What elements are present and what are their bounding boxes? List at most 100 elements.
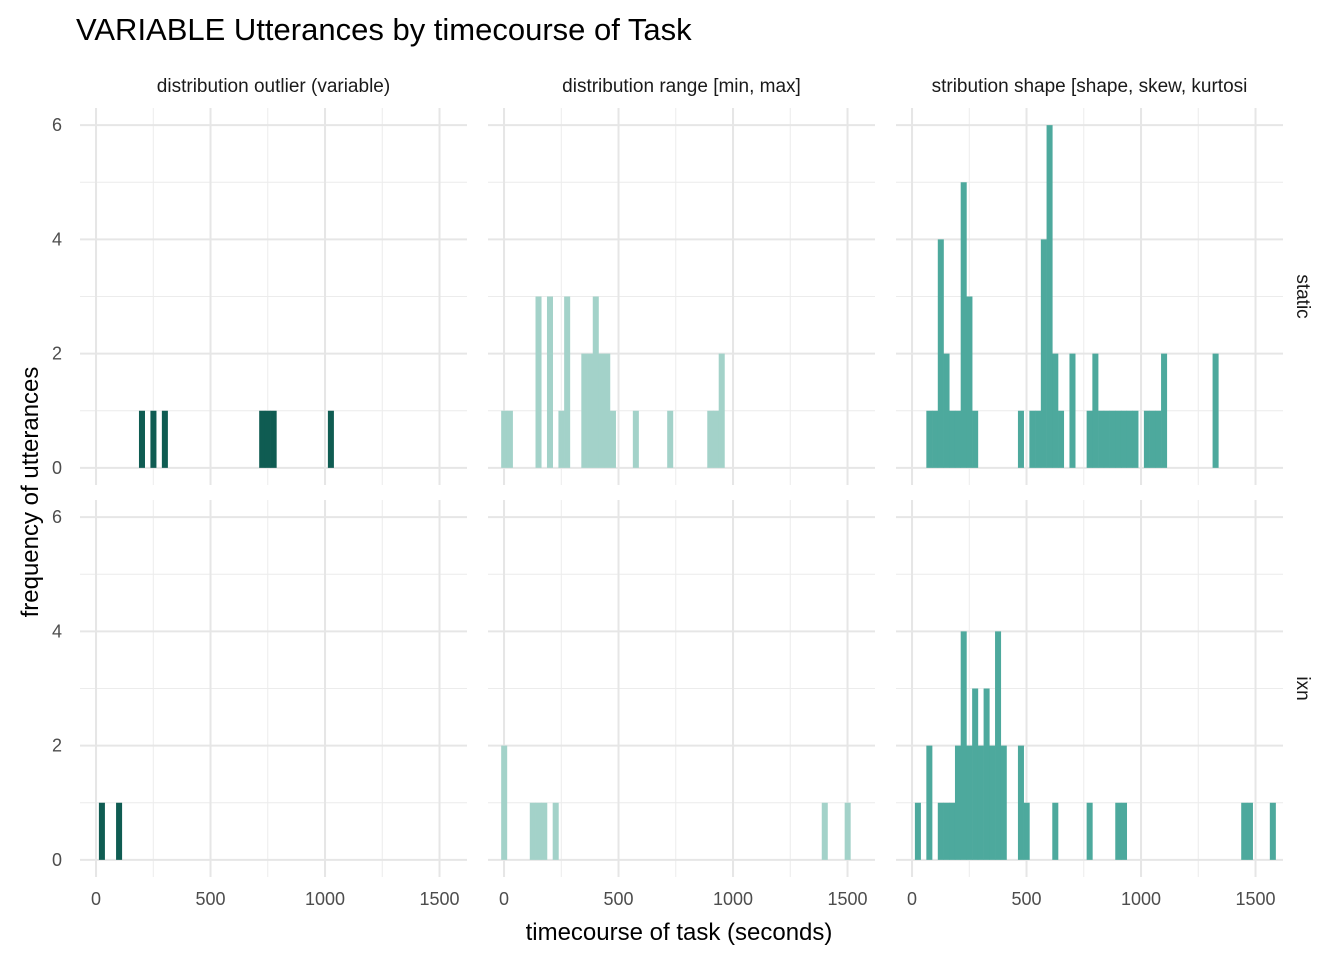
histogram-bar [98, 802, 105, 860]
x-tick-label: 1000 [1121, 889, 1161, 909]
histogram-bar [966, 745, 973, 860]
histogram-bar [960, 631, 967, 860]
histogram-bar [587, 353, 594, 468]
histogram-bar [604, 353, 611, 468]
bars-static-2 [501, 296, 725, 468]
histogram-bar [1269, 802, 1276, 860]
y-tick-label: 0 [52, 458, 62, 478]
histogram-bar [1017, 410, 1024, 468]
histogram-bar [995, 631, 1002, 860]
histogram-bar [972, 688, 979, 860]
histogram-bar [1126, 410, 1133, 468]
histogram-bar [1120, 802, 1128, 860]
histogram-bar [264, 410, 271, 468]
histogram-bar [960, 182, 967, 468]
histogram-bar [1212, 353, 1219, 468]
histogram-bar [501, 745, 508, 860]
histogram-bar [1092, 353, 1099, 468]
histogram-bar [707, 410, 714, 468]
x-tick-label: 1000 [713, 889, 753, 909]
histogram-bar [1143, 410, 1150, 468]
x-tick-label: 500 [196, 889, 226, 909]
histogram-bar [546, 296, 553, 468]
y-tick-label: 4 [52, 621, 62, 641]
histogram-bar [581, 353, 588, 468]
y-tick-label: 2 [52, 736, 62, 756]
histogram-bar [1069, 353, 1076, 468]
histogram-bar [1046, 125, 1053, 468]
histogram-bar [1155, 410, 1162, 468]
histogram-bar [1023, 802, 1030, 860]
histogram-bar [1103, 410, 1110, 468]
x-tick-label: 500 [604, 889, 634, 909]
panel-static-2 [488, 108, 875, 485]
histogram-bar [1017, 745, 1024, 860]
panel-ixn-1 [80, 500, 467, 877]
y-axis-title: frequency of utterances [17, 367, 44, 618]
histogram-bar [1086, 802, 1093, 860]
histogram-bar [535, 802, 542, 860]
x-tick-label: 0 [91, 889, 101, 909]
histogram-bar [667, 410, 674, 468]
histogram-bar [1109, 410, 1116, 468]
histogram-bar [592, 296, 599, 468]
strip-label-row: ixn [1292, 676, 1313, 700]
histogram-bar [1029, 410, 1036, 468]
y-tick-label: 6 [52, 115, 62, 135]
histogram-bar [937, 802, 944, 860]
histogram-bar [564, 296, 571, 468]
strip-label-row: static [1292, 274, 1313, 318]
histogram-bar [259, 410, 266, 468]
histogram-bar [1115, 410, 1122, 468]
histogram-bar [609, 410, 616, 468]
y-tick-label: 6 [52, 507, 62, 527]
histogram-bar [943, 802, 950, 860]
histogram-bar [977, 745, 984, 860]
histogram-bar [552, 802, 559, 860]
x-axis-title: timecourse of task (seconds) [526, 919, 833, 946]
histogram-bar [632, 410, 639, 468]
histogram-bar [1086, 410, 1093, 468]
histogram-bar [1149, 410, 1156, 468]
histogram-bar [270, 410, 277, 468]
histogram-bar [150, 410, 157, 468]
bars-ixn-1 [98, 802, 123, 860]
histogram-bar [989, 745, 996, 860]
x-tick-label: 0 [499, 889, 509, 909]
histogram-bar [966, 296, 973, 468]
x-tick-label: 1500 [827, 889, 867, 909]
histogram-bar [1161, 353, 1168, 468]
histogram-bar [1000, 745, 1007, 860]
histogram-bar [712, 410, 720, 468]
histogram-bar [327, 410, 334, 468]
histogram-bar [718, 353, 725, 468]
y-tick-label: 0 [52, 850, 62, 870]
x-tick-label: 1500 [419, 889, 459, 909]
histogram-bar [598, 353, 605, 468]
panel-ixn-3 [896, 500, 1283, 877]
histogram-bar [1246, 802, 1253, 860]
histogram-bar [932, 410, 939, 468]
histogram-bar [983, 688, 990, 860]
strip-label-column: distribution outlier (variable) [157, 76, 390, 97]
bars-static-1 [138, 410, 334, 468]
histogram-bar [501, 410, 508, 468]
panel-ixn-2 [488, 500, 875, 877]
x-tick-label: 500 [1012, 889, 1042, 909]
histogram-bar [1098, 410, 1105, 468]
histogram-bar [1120, 410, 1128, 468]
histogram-bar [821, 802, 828, 860]
histogram-bar [954, 410, 961, 468]
histogram-bar [1115, 802, 1122, 860]
histogram-bar [1132, 410, 1139, 468]
facet-panels: distribution outlier (variable) distribut… [52, 76, 1313, 909]
histogram-bar [943, 353, 950, 468]
histogram-bar [972, 410, 979, 468]
histogram-bar [844, 802, 851, 860]
histogram-bar [541, 802, 548, 860]
histogram-bar [529, 802, 536, 860]
histogram-bar [1052, 802, 1059, 860]
histogram-bar [506, 410, 513, 468]
histogram-bar [138, 410, 145, 468]
bars-static-3 [926, 125, 1219, 468]
